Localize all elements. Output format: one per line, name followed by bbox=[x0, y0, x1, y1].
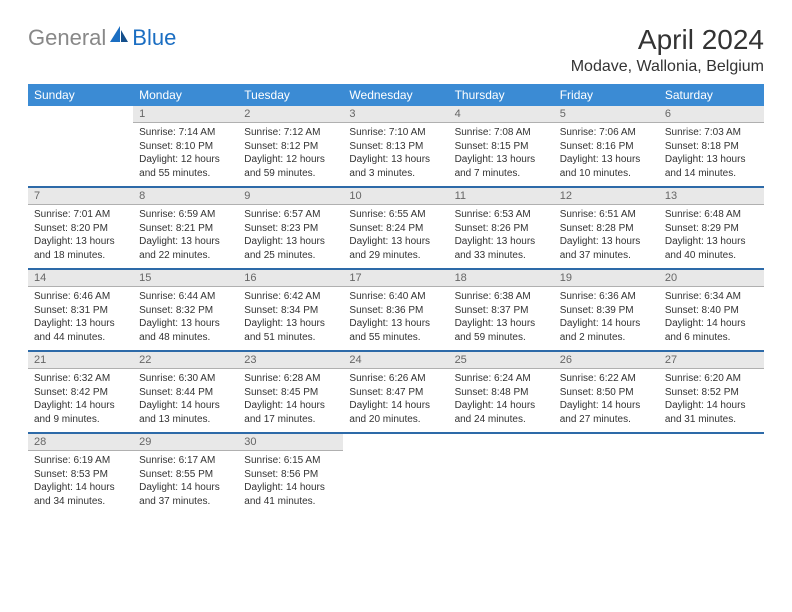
day-number: 23 bbox=[238, 351, 343, 369]
day-number bbox=[449, 433, 554, 451]
day-number: 27 bbox=[659, 351, 764, 369]
day-number: 3 bbox=[343, 106, 448, 123]
day-number: 11 bbox=[449, 187, 554, 205]
daynum-row: 78910111213 bbox=[28, 187, 764, 205]
day-cell: Sunrise: 6:38 AMSunset: 8:37 PMDaylight:… bbox=[449, 287, 554, 352]
day-number: 26 bbox=[554, 351, 659, 369]
logo-text-gray: General bbox=[28, 25, 106, 51]
day-cell bbox=[28, 123, 133, 188]
day-number: 1 bbox=[133, 106, 238, 123]
day-number: 16 bbox=[238, 269, 343, 287]
day-cell: Sunrise: 6:28 AMSunset: 8:45 PMDaylight:… bbox=[238, 369, 343, 434]
day-number: 2 bbox=[238, 106, 343, 123]
day-cell: Sunrise: 7:03 AMSunset: 8:18 PMDaylight:… bbox=[659, 123, 764, 188]
day-cell: Sunrise: 7:10 AMSunset: 8:13 PMDaylight:… bbox=[343, 123, 448, 188]
day-cell: Sunrise: 7:01 AMSunset: 8:20 PMDaylight:… bbox=[28, 205, 133, 270]
day-cell: Sunrise: 6:36 AMSunset: 8:39 PMDaylight:… bbox=[554, 287, 659, 352]
day-number bbox=[659, 433, 764, 451]
day-cell: Sunrise: 6:32 AMSunset: 8:42 PMDaylight:… bbox=[28, 369, 133, 434]
day-cell bbox=[343, 451, 448, 515]
day-number: 6 bbox=[659, 106, 764, 123]
detail-row: Sunrise: 7:01 AMSunset: 8:20 PMDaylight:… bbox=[28, 205, 764, 270]
day-cell bbox=[554, 451, 659, 515]
day-header: Friday bbox=[554, 84, 659, 106]
day-number: 25 bbox=[449, 351, 554, 369]
day-number: 28 bbox=[28, 433, 133, 451]
day-number: 10 bbox=[343, 187, 448, 205]
day-number: 5 bbox=[554, 106, 659, 123]
day-cell bbox=[659, 451, 764, 515]
day-cell: Sunrise: 6:30 AMSunset: 8:44 PMDaylight:… bbox=[133, 369, 238, 434]
day-number: 12 bbox=[554, 187, 659, 205]
calendar-table: SundayMondayTuesdayWednesdayThursdayFrid… bbox=[28, 84, 764, 514]
day-cell: Sunrise: 6:42 AMSunset: 8:34 PMDaylight:… bbox=[238, 287, 343, 352]
day-number bbox=[554, 433, 659, 451]
day-number: 20 bbox=[659, 269, 764, 287]
month-title: April 2024 bbox=[571, 24, 764, 56]
day-header-row: SundayMondayTuesdayWednesdayThursdayFrid… bbox=[28, 84, 764, 106]
day-number: 24 bbox=[343, 351, 448, 369]
day-header: Tuesday bbox=[238, 84, 343, 106]
day-number: 15 bbox=[133, 269, 238, 287]
day-cell: Sunrise: 6:15 AMSunset: 8:56 PMDaylight:… bbox=[238, 451, 343, 515]
day-header: Monday bbox=[133, 84, 238, 106]
day-cell: Sunrise: 6:46 AMSunset: 8:31 PMDaylight:… bbox=[28, 287, 133, 352]
daynum-row: 21222324252627 bbox=[28, 351, 764, 369]
day-cell bbox=[449, 451, 554, 515]
day-cell: Sunrise: 6:51 AMSunset: 8:28 PMDaylight:… bbox=[554, 205, 659, 270]
logo-text-blue: Blue bbox=[132, 25, 176, 51]
day-number: 21 bbox=[28, 351, 133, 369]
day-cell: Sunrise: 6:17 AMSunset: 8:55 PMDaylight:… bbox=[133, 451, 238, 515]
day-cell: Sunrise: 7:14 AMSunset: 8:10 PMDaylight:… bbox=[133, 123, 238, 188]
day-header: Thursday bbox=[449, 84, 554, 106]
day-header: Saturday bbox=[659, 84, 764, 106]
title-block: April 2024 Modave, Wallonia, Belgium bbox=[571, 24, 764, 76]
day-cell: Sunrise: 7:08 AMSunset: 8:15 PMDaylight:… bbox=[449, 123, 554, 188]
day-number: 8 bbox=[133, 187, 238, 205]
daynum-row: 123456 bbox=[28, 106, 764, 123]
day-number: 4 bbox=[449, 106, 554, 123]
daynum-row: 282930 bbox=[28, 433, 764, 451]
day-cell: Sunrise: 6:22 AMSunset: 8:50 PMDaylight:… bbox=[554, 369, 659, 434]
logo: General Blue bbox=[28, 24, 176, 51]
day-cell: Sunrise: 6:34 AMSunset: 8:40 PMDaylight:… bbox=[659, 287, 764, 352]
day-number: 29 bbox=[133, 433, 238, 451]
day-number: 19 bbox=[554, 269, 659, 287]
detail-row: Sunrise: 6:46 AMSunset: 8:31 PMDaylight:… bbox=[28, 287, 764, 352]
day-number: 13 bbox=[659, 187, 764, 205]
sail-icon bbox=[108, 24, 130, 51]
day-cell: Sunrise: 6:24 AMSunset: 8:48 PMDaylight:… bbox=[449, 369, 554, 434]
day-number: 14 bbox=[28, 269, 133, 287]
day-cell: Sunrise: 6:19 AMSunset: 8:53 PMDaylight:… bbox=[28, 451, 133, 515]
day-number: 7 bbox=[28, 187, 133, 205]
day-cell: Sunrise: 7:12 AMSunset: 8:12 PMDaylight:… bbox=[238, 123, 343, 188]
day-header: Sunday bbox=[28, 84, 133, 106]
day-cell: Sunrise: 6:59 AMSunset: 8:21 PMDaylight:… bbox=[133, 205, 238, 270]
header: General Blue April 2024 Modave, Wallonia… bbox=[28, 24, 764, 76]
day-header: Wednesday bbox=[343, 84, 448, 106]
day-cell: Sunrise: 6:55 AMSunset: 8:24 PMDaylight:… bbox=[343, 205, 448, 270]
day-cell: Sunrise: 6:57 AMSunset: 8:23 PMDaylight:… bbox=[238, 205, 343, 270]
day-cell: Sunrise: 7:06 AMSunset: 8:16 PMDaylight:… bbox=[554, 123, 659, 188]
day-number: 9 bbox=[238, 187, 343, 205]
daynum-row: 14151617181920 bbox=[28, 269, 764, 287]
day-number bbox=[28, 106, 133, 123]
day-number: 30 bbox=[238, 433, 343, 451]
detail-row: Sunrise: 6:19 AMSunset: 8:53 PMDaylight:… bbox=[28, 451, 764, 515]
day-cell: Sunrise: 6:20 AMSunset: 8:52 PMDaylight:… bbox=[659, 369, 764, 434]
detail-row: Sunrise: 6:32 AMSunset: 8:42 PMDaylight:… bbox=[28, 369, 764, 434]
location: Modave, Wallonia, Belgium bbox=[571, 58, 764, 76]
day-cell: Sunrise: 6:26 AMSunset: 8:47 PMDaylight:… bbox=[343, 369, 448, 434]
day-number: 17 bbox=[343, 269, 448, 287]
day-cell: Sunrise: 6:48 AMSunset: 8:29 PMDaylight:… bbox=[659, 205, 764, 270]
day-number bbox=[343, 433, 448, 451]
day-cell: Sunrise: 6:40 AMSunset: 8:36 PMDaylight:… bbox=[343, 287, 448, 352]
detail-row: Sunrise: 7:14 AMSunset: 8:10 PMDaylight:… bbox=[28, 123, 764, 188]
day-number: 18 bbox=[449, 269, 554, 287]
day-cell: Sunrise: 6:44 AMSunset: 8:32 PMDaylight:… bbox=[133, 287, 238, 352]
day-cell: Sunrise: 6:53 AMSunset: 8:26 PMDaylight:… bbox=[449, 205, 554, 270]
day-number: 22 bbox=[133, 351, 238, 369]
